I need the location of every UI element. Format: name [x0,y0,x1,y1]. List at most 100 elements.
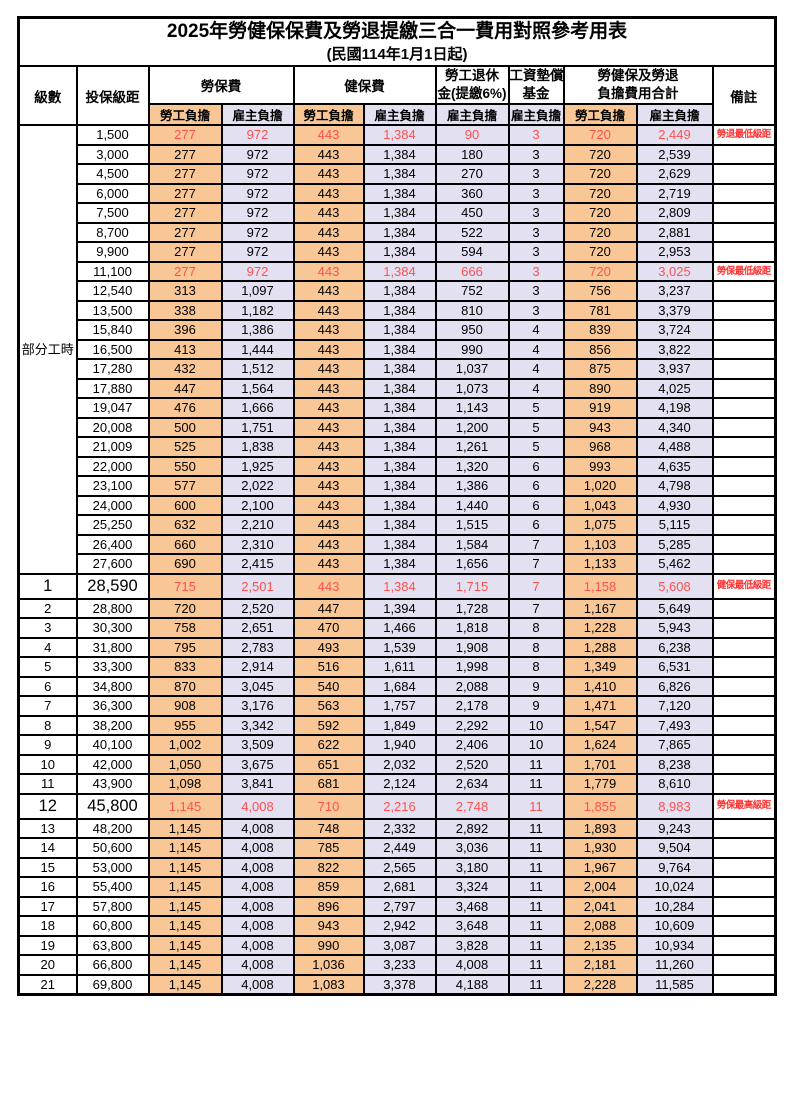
note-cell [711,202,777,224]
value-cell: 972 [220,163,295,185]
header-bracket: 投保級距 [75,65,150,126]
value-cell: 6,531 [635,656,714,678]
value-cell: 360 [434,182,510,204]
bracket-cell: 45,800 [75,792,150,820]
value-cell: 1,384 [362,241,437,263]
value-cell: 11 [507,876,565,898]
value-cell: 1,386 [434,475,510,497]
value-cell: 550 [147,455,223,477]
value-cell: 1,666 [220,397,295,419]
value-cell: 2,088 [562,915,638,937]
note-cell: 勞退最低級距 [711,124,777,146]
table-row: 22,000 550 1,925 443 1,384 1,320 6 993 4,635 [19,455,777,477]
level-cell: 10 [17,753,78,775]
value-cell: 447 [292,597,365,619]
value-cell: 1,384 [362,299,437,321]
table-row: 9,900 277 972 443 1,384 594 3 720 2,953 [19,241,777,263]
value-cell: 9,764 [635,856,714,878]
value-cell: 4,008 [220,792,295,820]
header-level: 級數 [17,65,78,126]
value-cell: 2,004 [562,876,638,898]
value-cell: 443 [292,163,365,185]
value-cell: 1,940 [362,734,437,756]
value-cell: 1,384 [362,377,437,399]
value-cell: 5 [507,416,565,438]
value-cell: 720 [562,260,638,282]
header-remarks: 備註 [711,65,777,126]
table-row: 3,000 277 972 443 1,384 180 3 720 2,539 [19,143,777,165]
value-cell: 1,564 [220,377,295,399]
value-cell: 1,037 [434,358,510,380]
value-cell: 6 [507,475,565,497]
table-row: 14 50,600 1,145 4,008 785 2,449 3,036 11 1,930 9,… [17,837,777,859]
value-cell: 4,798 [635,475,714,497]
value-cell: 277 [147,241,223,263]
bracket-cell: 13,500 [75,299,150,321]
value-cell: 1,384 [362,319,437,341]
note-cell [711,714,777,736]
table-row: 11,100 277 972 443 1,384 666 3 720 3,025 勞保最低級距 [19,260,777,282]
header-group-row: 級數 投保級距 勞保費 健保費 勞工退休 金(提繳6%) 工資墊償 基金 勞健保… [17,65,777,126]
value-cell: 3,468 [434,895,510,917]
subheader-labor-employee: 勞工負擔 [147,103,223,126]
value-cell: 2,681 [362,876,437,898]
note-cell [711,241,777,263]
value-cell: 748 [292,817,365,839]
value-cell: 2,629 [635,163,714,185]
value-cell: 450 [434,202,510,224]
value-cell: 11 [507,973,565,995]
value-cell: 1,073 [434,377,510,399]
value-cell: 5,649 [635,597,714,619]
value-cell: 1,103 [562,533,638,555]
value-cell: 3,087 [362,934,437,956]
value-cell: 470 [292,617,365,639]
value-cell: 919 [562,397,638,419]
value-cell: 11 [507,954,565,976]
value-cell: 4 [507,319,565,341]
value-cell: 1,384 [362,533,437,555]
value-cell: 856 [562,338,638,360]
value-cell: 592 [292,714,365,736]
value-cell: 3 [507,280,565,302]
value-cell: 277 [147,260,223,282]
value-cell: 443 [292,397,365,419]
value-cell: 3 [507,202,565,224]
table-row: 4 31,800 795 2,783 493 1,539 1,908 8 1,288 6,238 [17,636,777,658]
value-cell: 11,260 [635,954,714,976]
value-cell: 1,384 [362,553,437,575]
table-row: 19,047 476 1,666 443 1,384 1,143 5 919 4,198 [19,397,777,419]
bracket-cell: 30,300 [75,617,150,639]
table-row: 21 69,800 1,145 4,008 1,083 3,378 4,188 11 2,228… [17,973,777,995]
value-cell: 443 [292,338,365,360]
table-row: 17,880 447 1,564 443 1,384 1,073 4 890 4,025 [19,377,777,399]
subheader-pension-employer: 雇主負擔 [434,103,510,126]
note-cell [711,416,777,438]
bracket-cell: 8,700 [75,221,150,243]
bracket-cell: 27,600 [75,553,150,575]
value-cell: 622 [292,734,365,756]
value-cell: 1,384 [362,475,437,497]
value-cell: 2,942 [362,915,437,937]
value-cell: 660 [147,533,223,555]
value-cell: 1,471 [562,695,638,717]
value-cell: 11,585 [635,973,714,995]
note-cell: 健保最低級距 [711,572,777,600]
subheader-labor-employer: 雇主負擔 [220,103,295,126]
value-cell: 2,539 [635,143,714,165]
table-row: 16,500 413 1,444 443 1,384 990 4 856 3,822 [19,338,777,360]
value-cell: 908 [147,695,223,717]
value-cell: 758 [147,617,223,639]
note-cell [711,973,777,995]
value-cell: 1,466 [362,617,437,639]
table-row: 3 30,300 758 2,651 470 1,466 1,818 8 1,228 5,943 [17,617,777,639]
value-cell: 594 [434,241,510,263]
fee-reference-table: 2025年勞健保保費及勞退提繳三合一費用對照參考用表 (民國114年1月1日起)… [17,16,778,996]
value-cell: 720 [562,163,638,185]
value-cell: 666 [434,260,510,282]
value-cell: 3,509 [220,734,295,756]
bracket-cell: 69,800 [75,973,150,995]
value-cell: 1,349 [562,656,638,678]
value-cell: 1,036 [292,954,365,976]
value-cell: 4 [507,358,565,380]
header-total-line2: 負擔費用合計 [597,86,679,101]
